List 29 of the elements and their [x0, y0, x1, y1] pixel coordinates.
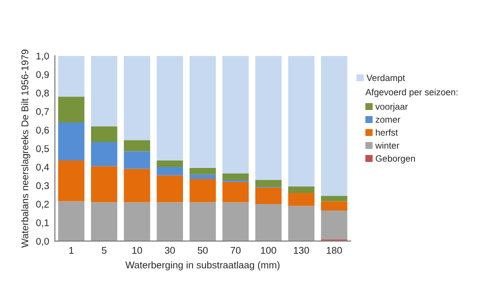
y-tick-label: 0,3: [36, 182, 49, 190]
x-tick-label: 1: [69, 247, 74, 254]
x-tick-label: 10: [132, 246, 142, 254]
y-tick-label: 1,0: [36, 52, 49, 61]
y-tick-label: 0,5: [36, 145, 49, 154]
legend-label: Verdampt: [366, 74, 406, 83]
x-tick-label: 100: [261, 246, 276, 254]
text: Afgevoerd per seizoen:: [365, 88, 458, 98]
y-tick-label: 0,4: [36, 164, 50, 172]
x-tick-label: 180: [326, 246, 342, 254]
y-tick-label: 0,6: [36, 126, 49, 135]
x-tick-label: 70: [230, 246, 241, 254]
legend-label: voorjaar: [375, 103, 408, 112]
y-tick-label: 0,9: [36, 71, 49, 80]
legend-label: Geborgen: [376, 155, 415, 164]
legend-label: herfst: [376, 129, 398, 136]
legend-label: winter: [375, 142, 400, 149]
y-tick-label: 0,7: [36, 108, 49, 116]
y-tick-label: 0,1: [36, 219, 49, 228]
y-axis-title: Waterbalans neerslagreeks De Bilt 1956-1979: [21, 50, 30, 248]
x-tick-label: 130: [294, 246, 310, 254]
x-tick-label: 50: [198, 246, 208, 254]
y-tick-label: 0,2: [36, 200, 49, 209]
x-tick-label: 30: [164, 246, 175, 254]
legend-label: zomer: [376, 118, 400, 123]
x-tick-label: 5: [102, 247, 106, 254]
y-tick-label: 0,8: [36, 90, 49, 98]
x-axis-title: Waterberging in substraatlaag (mm): [125, 261, 280, 270]
y-tick-label: 0,0: [36, 238, 49, 246]
